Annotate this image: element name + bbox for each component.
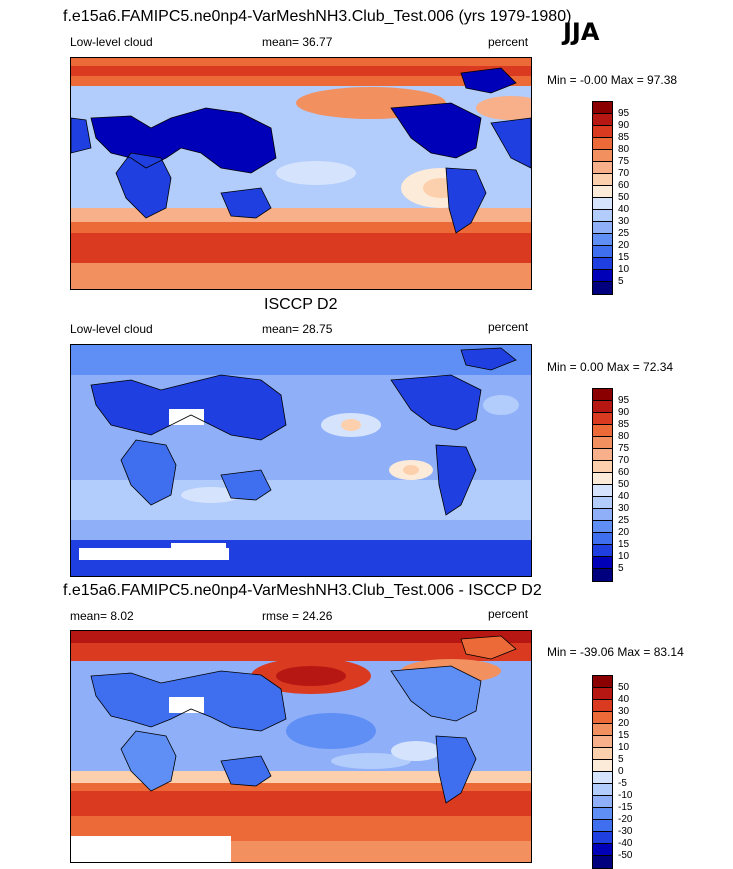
panel2-colorbar-tick: 80 — [618, 431, 630, 442]
panel1-title: f.e15a6.FAMIPC5.ne0np4-VarMeshNH3.Club_T… — [63, 8, 572, 25]
panel1-colorbar-tick: 50 — [618, 192, 630, 203]
panel3-title: f.e15a6.FAMIPC5.ne0np4-VarMeshNH3.Club_T… — [63, 582, 542, 599]
panel2-colorbar-tick: 60 — [618, 467, 630, 478]
panel2-colorbar-tick: 5 — [618, 563, 624, 574]
panel1-variable-label: Low-level cloud — [70, 35, 153, 49]
panel3-colorbar-tick: 5 — [618, 754, 624, 765]
panel2-mean-label: mean= 28.75 — [262, 322, 333, 336]
panel1-colorbar-tick: 90 — [618, 120, 630, 131]
panel3-colorbar — [592, 675, 613, 869]
panel1-map-canvas — [71, 58, 531, 289]
panel2-units-label: percent — [488, 320, 529, 334]
panel1-colorbar-tick: 70 — [618, 168, 630, 179]
panel2-colorbar-tick: 50 — [618, 479, 630, 490]
panel2-colorbar — [592, 388, 613, 582]
panel1-colorbar-tick: 10 — [618, 264, 630, 275]
panel3-map — [70, 630, 532, 863]
panel3-map-canvas — [71, 631, 531, 862]
panel3-mean-label: mean= 8.02 — [70, 609, 134, 623]
panel2-colorbar-tick: 30 — [618, 503, 630, 514]
panel3-rmse-label: rmse = 24.26 — [262, 609, 333, 623]
panel2-title: ISCCP D2 — [264, 296, 338, 313]
panel2-map-canvas — [71, 345, 531, 576]
panel2-colorbar-tick: 95 — [618, 395, 630, 406]
panel3-colorbar-tick: -40 — [618, 838, 633, 849]
panel2-colorbar-tick: 10 — [618, 551, 630, 562]
panel1-minmax: Min = -0.00 Max = 97.38 — [547, 73, 678, 87]
panel3-colorbar-tick: 15 — [618, 730, 630, 741]
panel1-colorbar-tick: 25 — [618, 228, 630, 239]
panel2-colorbar-tick: 70 — [618, 455, 630, 466]
panel3-colorbar-tick: -20 — [618, 814, 633, 825]
panel3-colorbar-tick: 30 — [618, 706, 630, 717]
panel3-colorbar-tick: -15 — [618, 802, 633, 813]
panel1-colorbar-tick: 15 — [618, 252, 630, 263]
panel2-colorbar-tick: 15 — [618, 539, 630, 550]
panel2-colorbar-tick: 85 — [618, 419, 630, 430]
panel1-colorbar-tick: 95 — [618, 108, 630, 119]
panel1-colorbar-tick: 40 — [618, 204, 630, 215]
panel1-colorbar-tick: 75 — [618, 156, 630, 167]
panel2-map — [70, 344, 532, 577]
panel2-colorbar-tick: 20 — [618, 527, 630, 538]
panel2-minmax: Min = 0.00 Max = 72.34 — [547, 360, 674, 374]
panel1-colorbar-tick: 30 — [618, 216, 630, 227]
panel3-colorbar-tick: -50 — [618, 850, 633, 861]
panel1-mean-label: mean= 36.77 — [262, 35, 333, 49]
panel3-colorbar-tick: 50 — [618, 682, 630, 693]
panel1-colorbar — [592, 101, 613, 295]
panel3-colorbar-tick: -5 — [618, 778, 627, 789]
panel3-minmax: Min = -39.06 Max = 83.14 — [547, 645, 684, 659]
panel1-colorbar-tick: 80 — [618, 144, 630, 155]
panel3-colorbar-tick: 0 — [618, 766, 624, 777]
panel3-colorbar-tick: -30 — [618, 826, 633, 837]
panel2-variable-label: Low-level cloud — [70, 322, 153, 336]
panel3-colorbar-tick: -10 — [618, 790, 633, 801]
panel1-colorbar-tick: 5 — [618, 276, 624, 287]
panel1-map — [70, 57, 532, 290]
panel3-colorbar-tick: 10 — [618, 742, 630, 753]
season-label: JJA — [563, 18, 600, 46]
panel3-colorbar-tick: 40 — [618, 694, 630, 705]
panel1-colorbar-tick: 20 — [618, 240, 630, 251]
panel1-colorbar-tick: 85 — [618, 132, 630, 143]
panel3-colorbar-tick: 20 — [618, 718, 630, 729]
panel2-colorbar-tick: 90 — [618, 407, 630, 418]
panel2-colorbar-tick: 75 — [618, 443, 630, 454]
panel2-colorbar-tick: 40 — [618, 491, 630, 502]
panel1-colorbar-tick: 60 — [618, 180, 630, 191]
panel3-units-label: percent — [488, 607, 529, 621]
panel2-colorbar-tick: 25 — [618, 515, 630, 526]
panel1-units-label: percent — [488, 35, 529, 49]
